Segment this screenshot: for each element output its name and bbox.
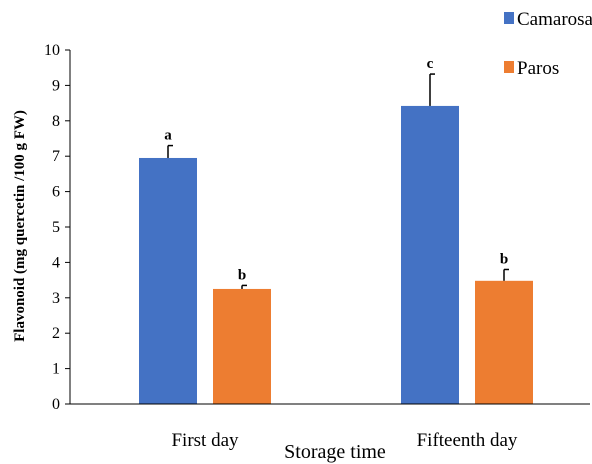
x-axis: First day Fifteenth day bbox=[70, 403, 590, 451]
y-tick-label: 6 bbox=[52, 184, 60, 201]
x-category-label: First day bbox=[171, 430, 239, 451]
legend-label-camarosa: Camarosa bbox=[517, 9, 592, 30]
y-tick-label: 9 bbox=[52, 77, 60, 94]
y-axis-title: Flavonoid (mg quercetin /100 g FW) bbox=[12, 110, 28, 342]
y-axis: 0 1 2 3 4 5 6 7 8 9 10 bbox=[44, 42, 71, 413]
significance-label: b bbox=[238, 267, 246, 283]
bars: a b c b bbox=[139, 56, 533, 404]
legend-label-paros: Paros bbox=[517, 58, 559, 79]
x-axis-title: Storage time bbox=[284, 441, 386, 463]
y-tick-label: 7 bbox=[52, 148, 60, 165]
y-tick-label: 5 bbox=[52, 219, 60, 236]
significance-label: c bbox=[427, 56, 434, 72]
x-category-label: Fifteenth day bbox=[417, 430, 518, 451]
significance-label: a bbox=[164, 128, 172, 144]
significance-label: b bbox=[500, 251, 508, 267]
legend: Camarosa Paros bbox=[504, 9, 592, 79]
legend-swatch-camarosa bbox=[504, 12, 514, 24]
y-tick-label: 4 bbox=[52, 254, 60, 271]
bar-camarosa-1 bbox=[401, 105, 459, 404]
y-tick-label: 3 bbox=[52, 290, 60, 307]
bar-paros-0 bbox=[213, 288, 271, 404]
y-tick-label: 0 bbox=[52, 396, 60, 413]
y-tick-label: 8 bbox=[52, 113, 60, 130]
legend-swatch-paros bbox=[504, 61, 514, 73]
bar-paros-1 bbox=[475, 280, 533, 404]
bar-camarosa-0 bbox=[139, 157, 197, 404]
y-tick-label: 2 bbox=[52, 325, 60, 342]
y-tick-label: 10 bbox=[44, 42, 60, 59]
y-tick-label: 1 bbox=[52, 361, 60, 378]
